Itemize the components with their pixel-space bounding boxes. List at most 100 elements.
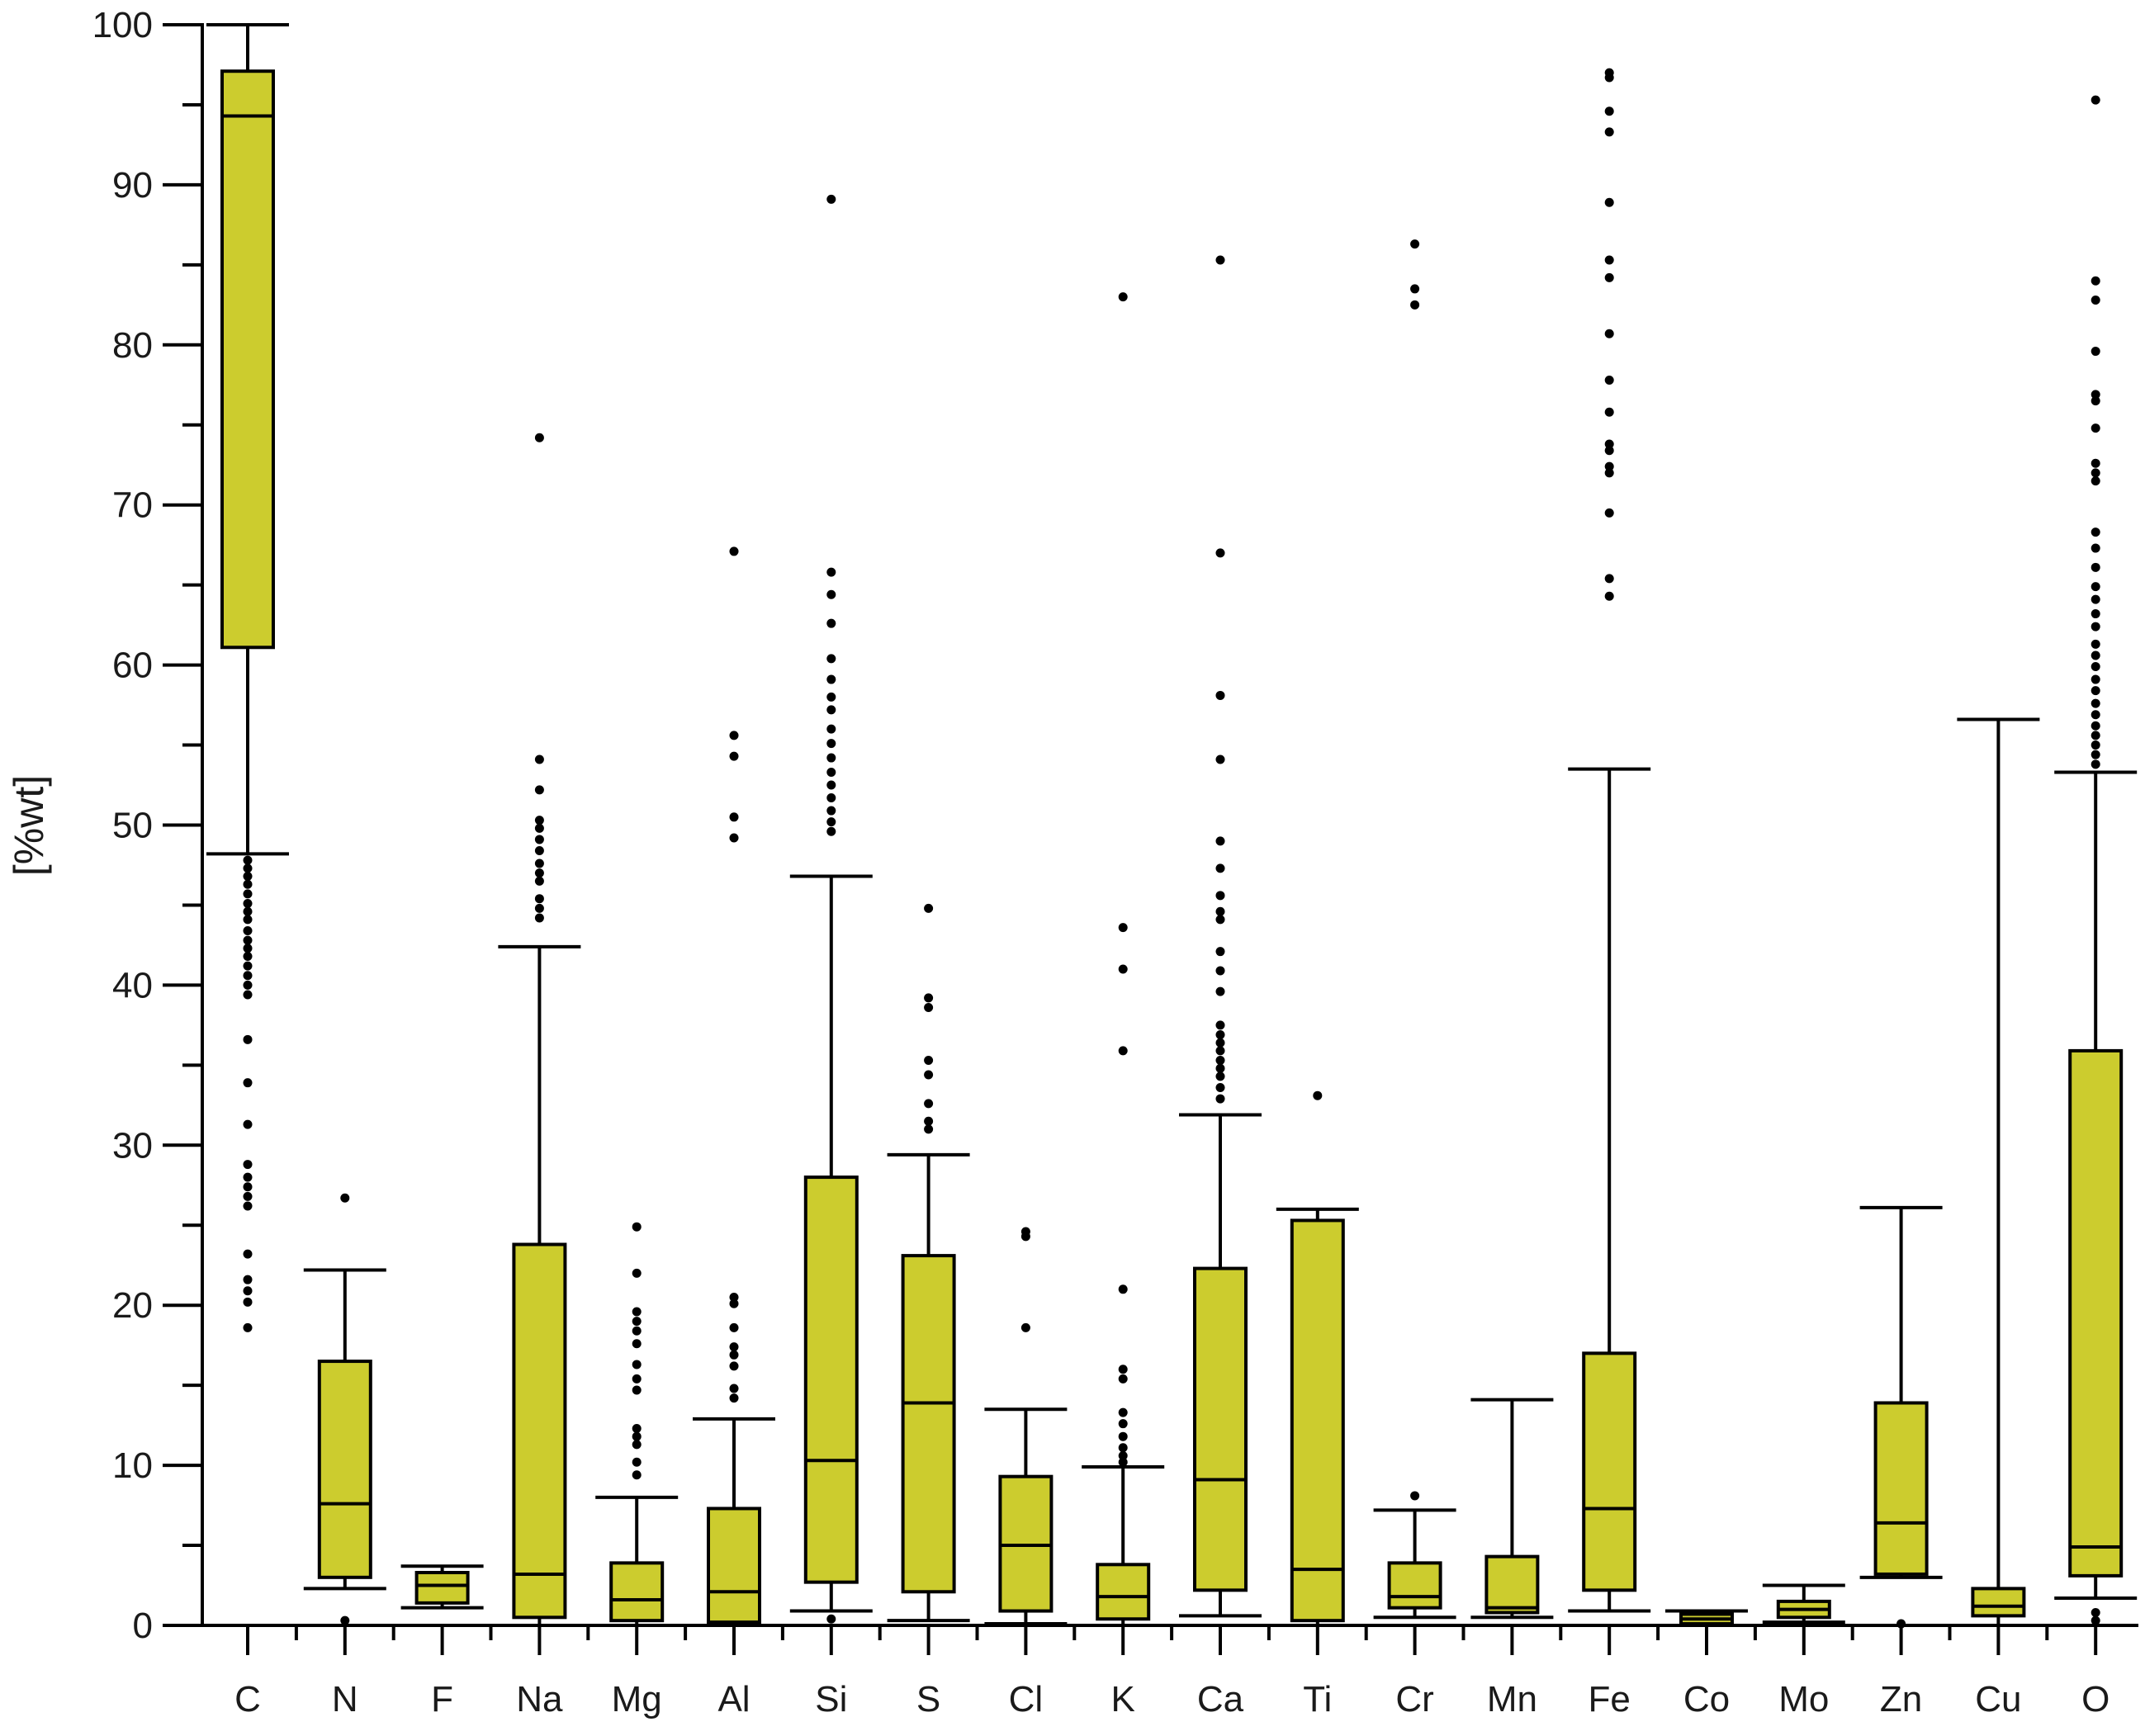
outlier-point [826,817,836,827]
box-iqr [220,69,275,650]
outlier-point [1604,407,1614,417]
outlier-point [534,868,544,878]
outlier-point [243,935,253,945]
outlier-point [2091,1615,2100,1625]
outlier-point [243,1322,253,1332]
outlier-point [1020,1322,1030,1332]
outlier-point [826,618,836,628]
x-tick-label: Al [717,1679,750,1719]
outlier-point [632,1222,642,1232]
outlier-point [729,1350,739,1360]
outlier-point [729,1342,739,1352]
outlier-point [243,872,253,882]
outlier-point [243,951,253,961]
y-tick-label: 60 [112,646,153,686]
x-tick-label: O [2081,1679,2109,1719]
box-mg [595,1222,679,1627]
outlier-point [2091,721,2100,731]
x-tick-label: Mn [1487,1679,1537,1719]
x-tick-label: Cl [1009,1679,1044,1719]
outlier-point [729,731,739,740]
outlier-point [729,1298,739,1308]
outlier-point [1020,1232,1030,1242]
outlier-point [1604,73,1614,83]
outlier-point [1215,1071,1225,1081]
outlier-point [2091,296,2100,305]
outlier-point [826,739,836,749]
y-tick-label: 20 [112,1285,153,1326]
box-mn [1470,1398,1554,1620]
x-tick-label: Mg [612,1679,662,1719]
y-tick-label: 10 [112,1445,153,1486]
outlier-point [924,1070,934,1080]
outlier-point [2091,759,2100,769]
outlier-point [243,855,253,865]
outlier-point [243,906,253,916]
outlier-point [826,806,836,816]
outlier-point [1604,468,1614,478]
box-iqr [414,1571,470,1605]
outlier-point [632,1440,642,1450]
box-iqr [609,1561,665,1623]
outlier-point [632,1326,642,1336]
box-ti [1276,1090,1359,1627]
outlier-point [2091,390,2100,400]
box-zn [1859,1205,1943,1629]
box-cu [1957,717,2040,1627]
outlier-point [729,833,739,843]
outlier-point [826,753,836,763]
x-tick-label: S [916,1679,940,1719]
outlier-point [826,567,836,577]
outlier-point [924,1124,934,1134]
outlier-point [729,1361,739,1371]
outlier-point [243,1286,253,1296]
outlier-point [924,993,934,1003]
outlier-point [243,863,253,873]
outlier-point [729,1393,739,1403]
box-mo [1762,1583,1845,1625]
outlier-point [1215,1056,1225,1066]
outlier-point [243,1297,253,1307]
outlier-point [1215,947,1225,957]
outlier-point [534,816,544,825]
x-tick-label: Na [516,1679,563,1719]
outlier-point [2091,396,2100,406]
outlier-point [1313,1090,1323,1100]
x-tick-label: C [234,1679,261,1719]
outlier-point [1118,1457,1128,1467]
outlier-point [243,980,253,990]
outlier-point [1896,1619,1906,1629]
outlier-point [534,846,544,856]
box-iqr [1582,1351,1637,1592]
outlier-point [1118,1407,1128,1417]
outlier-point [1118,923,1128,933]
box-iqr [1290,1218,1345,1623]
x-tick-labels: C N F Na Mg Al Si S Cl K Ca Ti Cr Mn Fe Co Mo Zn Cu O [234,1679,2109,1719]
y-tick-label: 100 [92,5,153,45]
box-iqr [1484,1554,1540,1615]
outlier-point [2091,740,2100,750]
box-cr [1373,239,1456,1620]
outlier-point [2091,95,2100,105]
outlier-point [1410,300,1420,310]
outlier-point [2091,698,2100,708]
outlier-point [243,961,253,971]
box-iqr [1096,1563,1151,1621]
outlier-point [826,768,836,778]
outlier-point [632,1470,642,1480]
outlier-point [1604,508,1614,518]
outlier-point [2091,543,2100,553]
outlier-point [826,589,836,599]
outlier-point [243,1078,253,1088]
x-tick-label: Ti [1303,1679,1332,1719]
outlier-point [826,705,836,715]
box-iqr [317,1360,372,1579]
x-tick-label: Co [1683,1679,1730,1719]
box-iqr [2068,1048,2124,1578]
outlier-point [1604,591,1614,601]
outlier-point [534,903,544,913]
x-tick-label: Cr [1395,1679,1433,1719]
outlier-point [243,1191,253,1201]
box-n [303,1193,386,1625]
